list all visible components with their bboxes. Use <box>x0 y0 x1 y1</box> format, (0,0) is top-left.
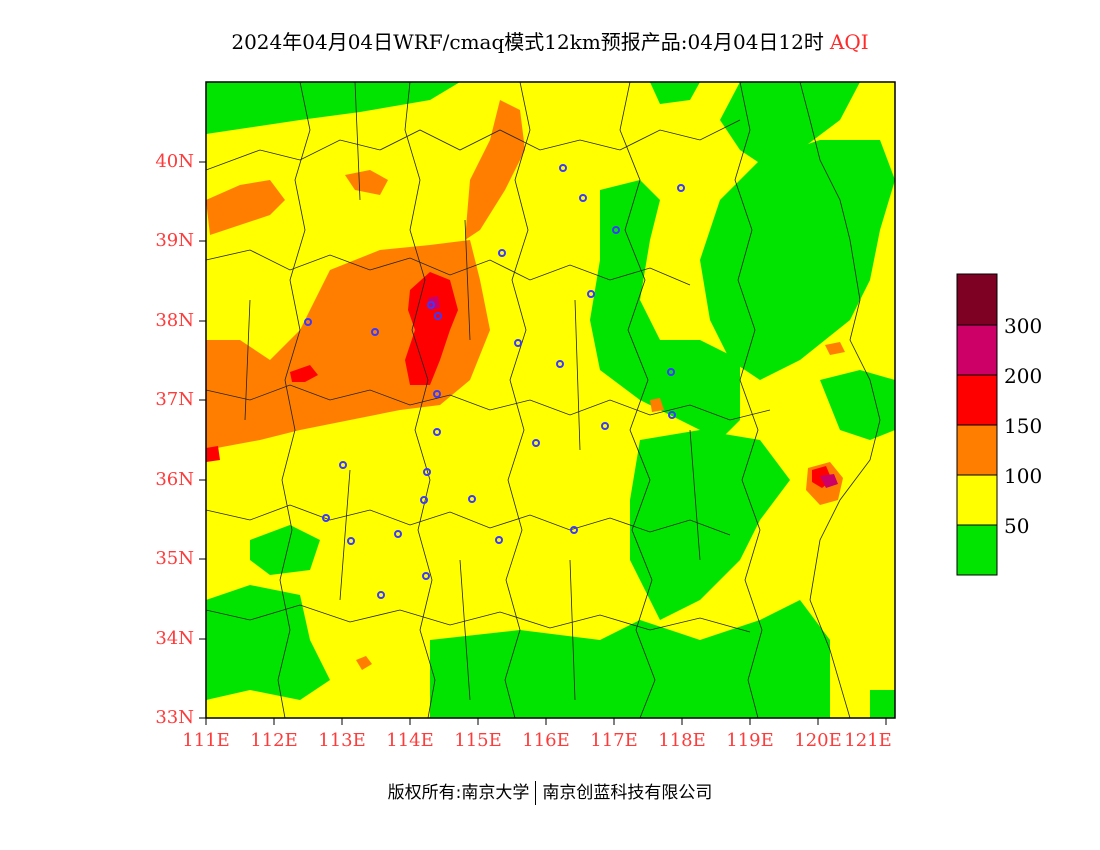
station-marker <box>433 428 441 436</box>
red-region-core <box>405 272 458 385</box>
legend-label: 300 <box>1004 314 1043 338</box>
legend-label: 200 <box>1004 364 1043 388</box>
station-marker <box>668 411 676 419</box>
green-region-east-big <box>700 140 895 380</box>
y-tick-label: 40N <box>155 151 194 172</box>
station-marker <box>556 360 564 368</box>
title-variable: AQI <box>829 30 869 54</box>
station-marker <box>377 591 385 599</box>
aqi-field <box>206 82 895 718</box>
station-marker <box>570 526 578 534</box>
station-marker <box>422 572 430 580</box>
green-region-southwest <box>206 585 330 700</box>
station-marker <box>394 530 402 538</box>
station-marker <box>433 390 441 398</box>
legend-swatch-300 <box>956 273 998 326</box>
x-tick-label: 116E <box>522 730 570 751</box>
green-region-west-mid <box>250 525 320 575</box>
x-tick-label: 111E <box>182 730 230 751</box>
company-text: 南京创蓝科技有限公司 <box>542 783 713 803</box>
legend-label: 150 <box>1004 414 1043 438</box>
legend-swatch-150 <box>956 374 998 426</box>
green-region-north-small <box>650 82 700 104</box>
orange-region-northwest <box>206 180 285 235</box>
green-region-north <box>206 82 460 134</box>
y-tick-label: 34N <box>155 628 194 649</box>
station-marker <box>677 184 685 192</box>
station-marker <box>347 537 355 545</box>
orange-region-southwest-dot <box>356 656 372 670</box>
green-region-central-east <box>590 180 740 440</box>
station-marker <box>498 249 506 257</box>
station-marker <box>371 328 379 336</box>
station-marker <box>495 536 503 544</box>
green-region-coast-east <box>820 370 895 440</box>
station-marker <box>468 495 476 503</box>
y-tick-label: 37N <box>155 389 194 410</box>
station-marker <box>304 318 312 326</box>
station-marker <box>427 301 435 309</box>
legend-label: 100 <box>1004 464 1043 488</box>
green-region-south-center <box>430 600 830 718</box>
station-marker <box>587 290 595 298</box>
copyright-footer: 版权所有:南京大学 南京创蓝科技有限公司 <box>0 778 1100 805</box>
legend-swatch-100 <box>956 424 998 476</box>
legend-swatch-0 <box>956 524 998 576</box>
map-title: 2024年04月04日WRF/cmaq模式12km预报产品:04月04日12时 A… <box>0 26 1100 55</box>
x-tick-label: 113E <box>318 730 366 751</box>
station-marker <box>601 422 609 430</box>
x-tick-label: 115E <box>454 730 502 751</box>
x-tick-label: 114E <box>386 730 434 751</box>
orange-region-east-dot <box>825 342 845 355</box>
station-marker <box>579 194 587 202</box>
station-markers <box>304 164 685 599</box>
orange-region-north-small <box>345 170 388 195</box>
station-marker <box>339 461 347 469</box>
station-marker <box>612 226 620 234</box>
green-region-southeast <box>630 430 790 620</box>
legend-colorbar <box>956 273 998 576</box>
admin-borders <box>206 82 881 718</box>
y-tick-label: 33N <box>155 707 194 728</box>
y-tick-label: 38N <box>155 310 194 331</box>
y-tick-label: 39N <box>155 230 194 251</box>
copyright-text: 版权所有:南京大学 <box>387 783 530 803</box>
title-text: 2024年04月04日WRF/cmaq模式12km预报产品:04月04日12时 <box>231 30 824 54</box>
station-marker <box>322 514 330 522</box>
magenta-region-coast <box>820 474 838 488</box>
footer-separator <box>535 781 537 805</box>
red-region-edge <box>206 446 220 462</box>
legend-label: 50 <box>1004 514 1030 538</box>
x-tick-label: 118E <box>658 730 706 751</box>
station-marker <box>559 164 567 172</box>
red-region-west <box>290 365 318 382</box>
x-tick-label: 119E <box>726 730 774 751</box>
green-region-far-southeast <box>870 690 895 718</box>
y-tick-label: 36N <box>155 469 194 490</box>
orange-region-mid-dot <box>650 398 664 412</box>
station-marker <box>420 496 428 504</box>
green-region-northeast <box>720 82 860 170</box>
station-marker <box>423 468 431 476</box>
axis-ticks <box>199 161 887 725</box>
station-marker <box>532 439 540 447</box>
legend-swatch-50 <box>956 474 998 526</box>
station-marker <box>434 312 442 320</box>
station-marker <box>667 368 675 376</box>
legend-swatch-200 <box>956 324 998 376</box>
x-tick-label: 121E <box>844 730 892 751</box>
x-tick-label: 112E <box>250 730 298 751</box>
x-tick-label: 120E <box>794 730 842 751</box>
x-tick-label: 117E <box>590 730 638 751</box>
y-tick-label: 35N <box>155 548 194 569</box>
station-marker <box>514 339 522 347</box>
